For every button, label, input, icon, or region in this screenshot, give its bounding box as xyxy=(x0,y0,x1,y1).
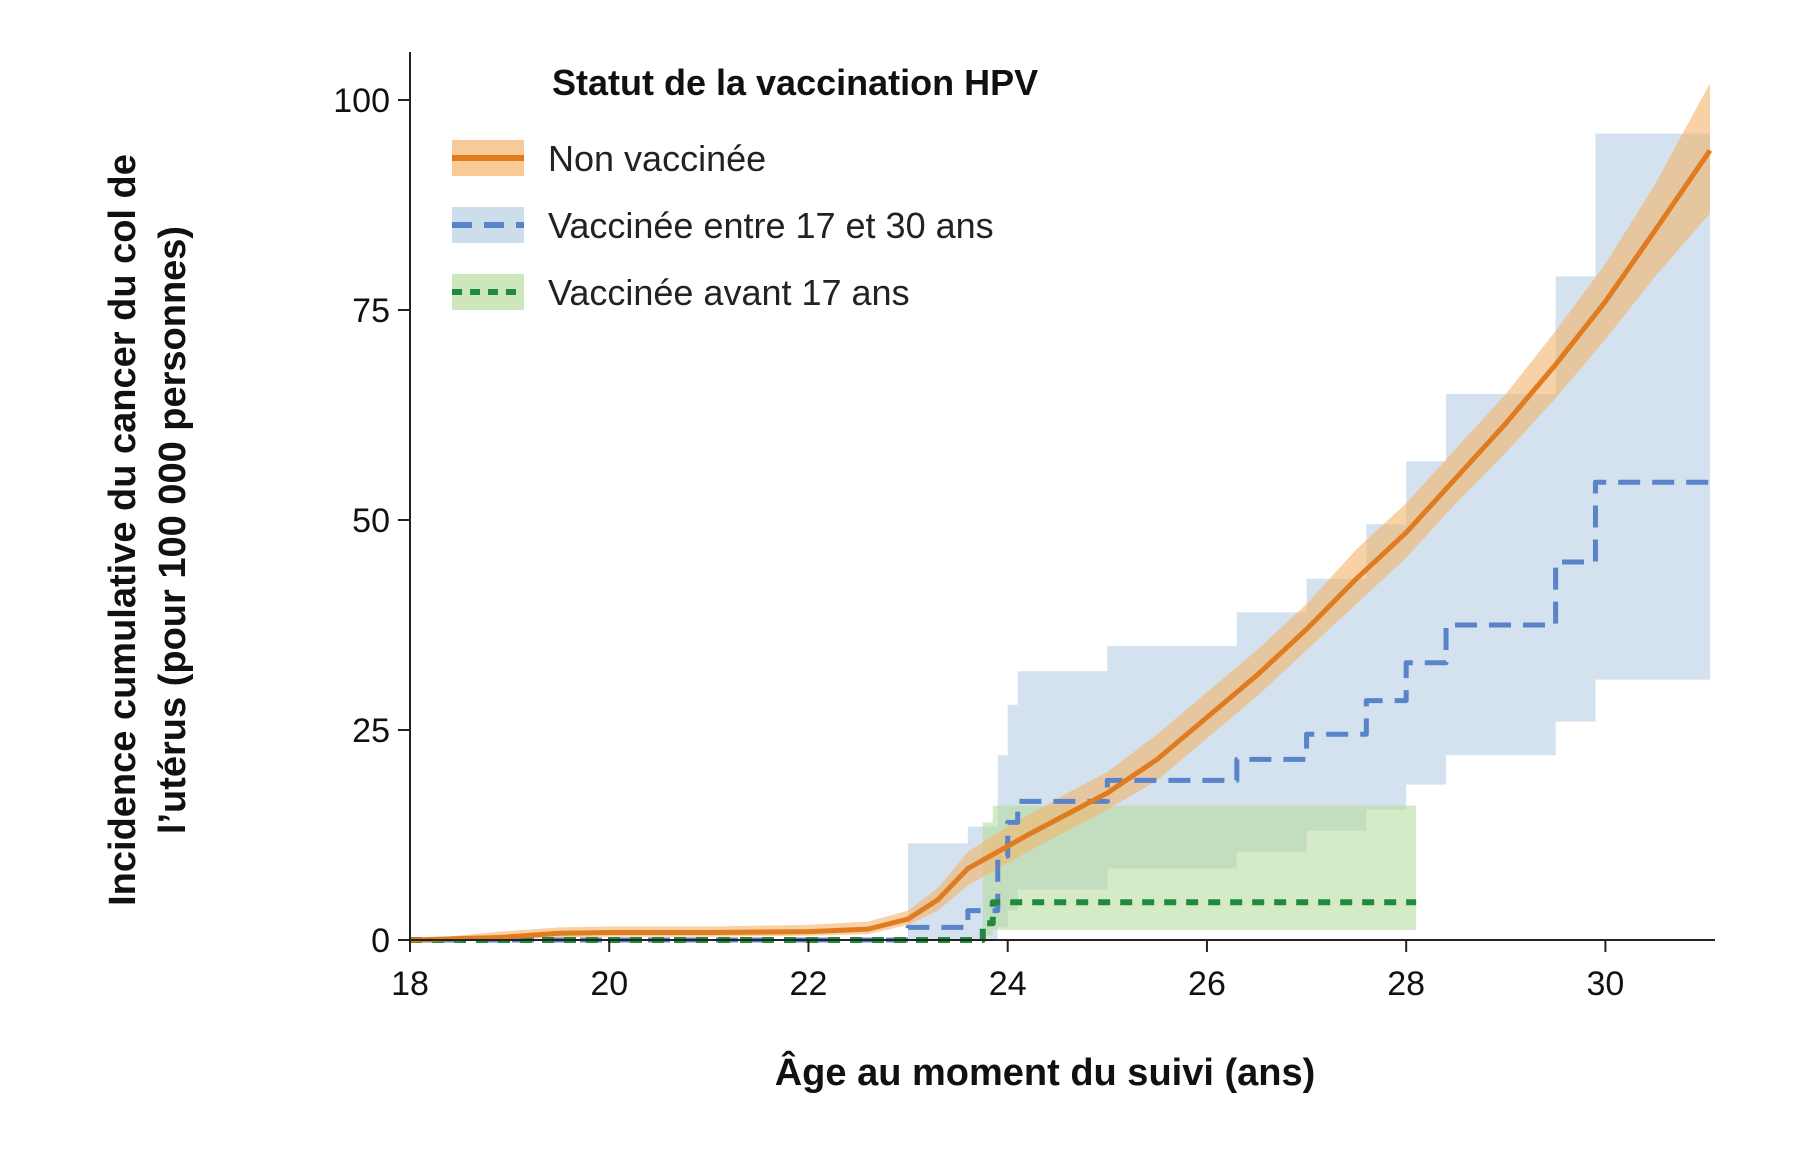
legend-label-2: Vaccinée entre 17 et 30 ans xyxy=(548,205,994,246)
series-line-3 xyxy=(410,899,1417,943)
legend-label-1: Non vaccinée xyxy=(548,138,766,179)
x-axis-ticks: 18 20 22 24 26 28 30 xyxy=(391,940,1624,1003)
legend: Statut de la vaccination HPV Non vacciné… xyxy=(452,62,1038,313)
y-tick-label: 0 xyxy=(371,922,390,960)
x-axis-title: Âge au moment du suivi (ans) xyxy=(775,1050,1316,1094)
ci-band-series-2 xyxy=(410,133,1711,941)
y-tick-label: 25 xyxy=(352,712,390,750)
y-tick-label: 50 xyxy=(352,502,390,540)
legend-title: Statut de la vaccination HPV xyxy=(552,62,1038,103)
x-tick-label: 20 xyxy=(590,965,628,1003)
series-line-1 xyxy=(409,148,1713,943)
legend-label-3: Vaccinée avant 17 ans xyxy=(548,272,910,313)
x-tick-label: 26 xyxy=(1188,965,1226,1003)
series-lines xyxy=(409,148,1713,943)
y-axis-title-line-1: Incidence cumulative du cancer du col de xyxy=(102,154,144,906)
y-axis-title: Incidence cumulative du cancer du col de… xyxy=(102,154,194,906)
x-tick-label: 24 xyxy=(989,965,1027,1003)
y-tick-label: 75 xyxy=(352,292,390,330)
ci-band-series-3 xyxy=(410,805,1417,940)
x-tick-label: 30 xyxy=(1587,965,1625,1003)
x-tick-label: 22 xyxy=(790,965,828,1003)
x-tick-label: 18 xyxy=(391,965,429,1003)
y-axis-title-line-2: l’utérus (pour 100 000 personnes) xyxy=(152,226,194,834)
axes: 18 20 22 24 26 28 30 0 25 50 75 100 xyxy=(333,52,1715,1003)
y-tick-label: 100 xyxy=(333,82,390,120)
confidence-bands xyxy=(410,83,1711,941)
y-axis-ticks: 0 25 50 75 100 xyxy=(333,82,410,960)
series-line-2 xyxy=(410,479,1711,943)
x-tick-label: 28 xyxy=(1387,965,1425,1003)
